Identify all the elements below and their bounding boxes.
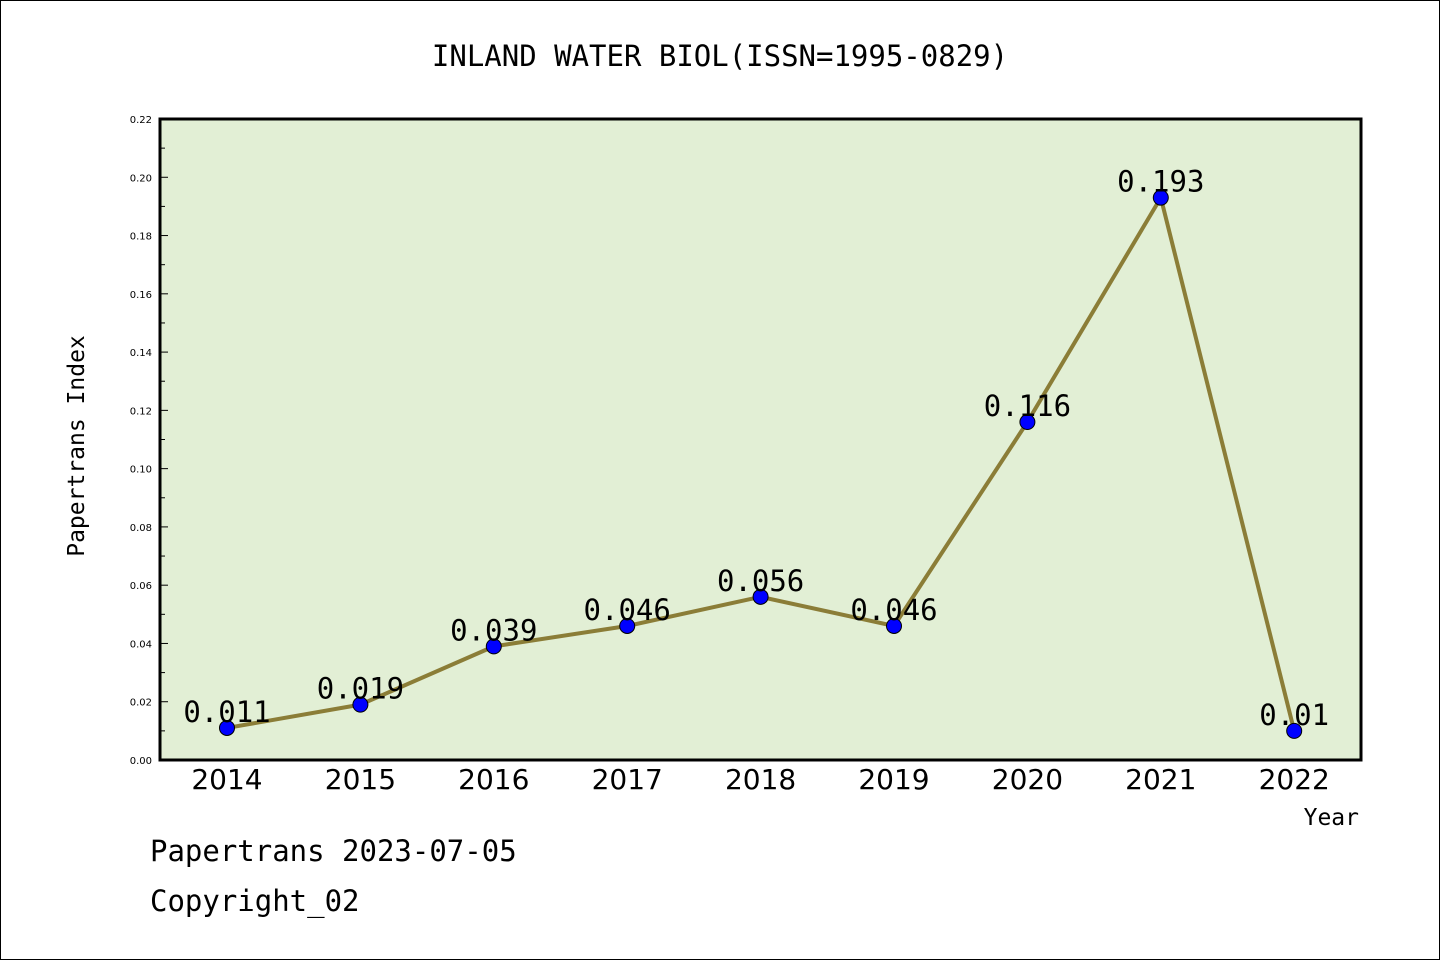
y-tick-label: 0.00 xyxy=(130,756,152,767)
data-point xyxy=(352,696,369,713)
x-tick-label: 2016 xyxy=(458,763,529,796)
y-tick-label: 0.02 xyxy=(130,698,152,709)
y-tick-label: 0.12 xyxy=(130,406,152,417)
data-label: 0.011 xyxy=(183,695,270,729)
footer-date: Papertrans 2023-07-05 xyxy=(150,834,517,868)
series-markers xyxy=(219,189,1303,739)
x-tick-label: 2022 xyxy=(1259,763,1330,796)
data-label: 0.116 xyxy=(984,389,1071,423)
data-point xyxy=(752,588,769,605)
y-tick-label: 0.22 xyxy=(130,115,152,126)
x-tick-label: 2020 xyxy=(992,763,1063,796)
data-point xyxy=(886,617,902,634)
x-tick-label: 2018 xyxy=(725,763,796,796)
y-tick-label: 0.10 xyxy=(130,465,152,476)
data-point xyxy=(219,719,235,736)
plot-area xyxy=(160,119,1361,760)
x-tick-label: 2015 xyxy=(325,763,396,796)
data-point xyxy=(1152,189,1169,206)
y-tick-label: 0.16 xyxy=(130,290,152,301)
data-point xyxy=(1019,414,1036,431)
data-labels: 0.011 0.019 0.039 0.046 0.056 0.046 0.116 0.193… xyxy=(183,165,1329,732)
y-axis: 0.00 0.02 0.04 0.06 0.08 0.10 0.12 0.14 0.16 0.18… xyxy=(130,115,168,767)
data-label: 0.046 xyxy=(584,593,671,627)
footer-copyright: Copyright_02 xyxy=(150,884,360,918)
x-tick-label: 2014 xyxy=(191,763,262,796)
x-tick-label: 2021 xyxy=(1125,763,1196,796)
data-label: 0.039 xyxy=(450,613,537,647)
chart-title: INLAND WATER BIOL(ISSN=1995-0829) xyxy=(432,39,1008,73)
y-axis-label: Papertrans Index xyxy=(64,335,90,557)
data-point xyxy=(619,617,636,634)
y-tick-label: 0.04 xyxy=(130,639,152,650)
x-axis: 2014 2015 2016 2017 2018 2019 2020 2021 2022 xyxy=(191,763,1329,796)
x-tick-label: 2017 xyxy=(592,763,663,796)
data-point xyxy=(485,638,502,655)
y-tick-label: 0.18 xyxy=(130,232,152,243)
x-axis-label: Year xyxy=(1304,805,1359,831)
x-tick-label: 2019 xyxy=(858,763,929,796)
data-label: 0.01 xyxy=(1259,698,1329,732)
y-tick-label: 0.06 xyxy=(130,581,152,592)
y-tick-label: 0.20 xyxy=(130,173,152,184)
y-tick-label: 0.08 xyxy=(130,523,152,534)
data-label: 0.056 xyxy=(717,564,804,598)
plot-border xyxy=(158,117,1363,762)
data-label: 0.046 xyxy=(850,593,937,627)
data-label: 0.019 xyxy=(317,672,404,706)
y-tick-label: 0.14 xyxy=(130,348,152,359)
data-label: 0.193 xyxy=(1117,165,1204,199)
data-point xyxy=(1286,722,1303,739)
